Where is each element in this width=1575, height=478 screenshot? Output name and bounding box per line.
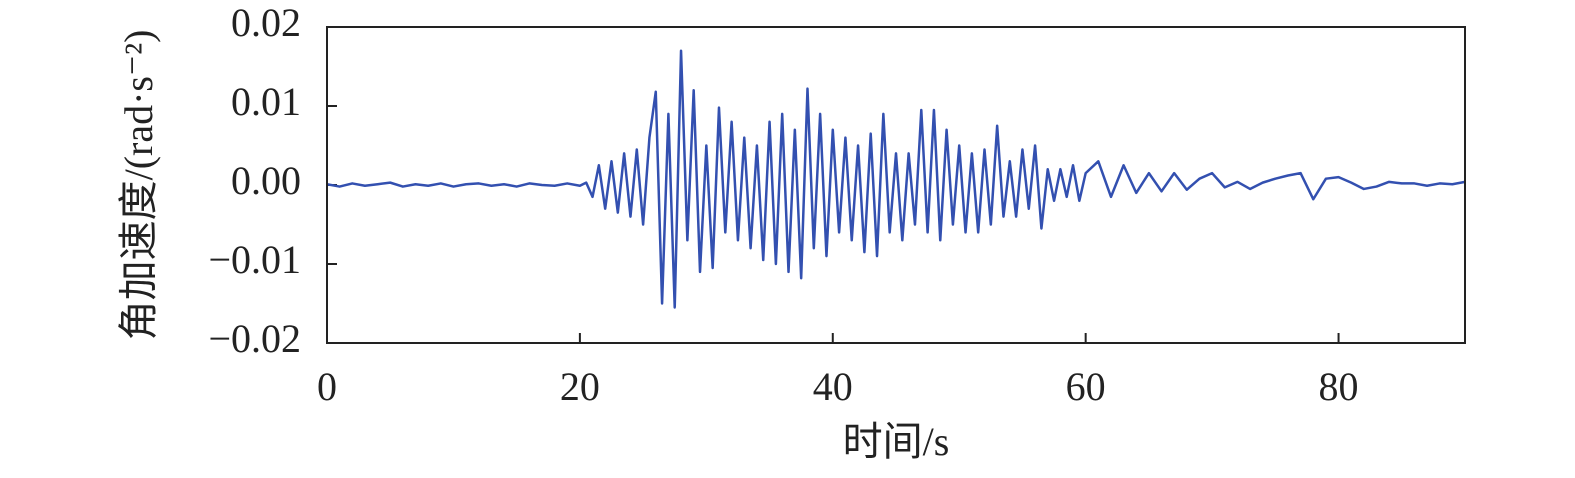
y-tick-label: −0.01 xyxy=(208,237,301,282)
y-axis-label: 角加速度/(rad·s⁻²) xyxy=(116,30,161,341)
data-line xyxy=(326,49,1466,309)
x-axis-label: 时间/s xyxy=(843,419,950,464)
x-tick-label: 40 xyxy=(813,364,853,409)
x-tick-label: 20 xyxy=(560,364,600,409)
y-tick-label: 0.00 xyxy=(231,158,301,203)
x-tick-label: 0 xyxy=(317,364,337,409)
x-tick-label: 60 xyxy=(1066,364,1106,409)
y-tick-label: 0.01 xyxy=(231,79,301,124)
y-tick-label: 0.02 xyxy=(231,0,301,45)
x-tick-label: 80 xyxy=(1319,364,1359,409)
plot-frame xyxy=(326,26,1466,344)
y-tick-label: −0.02 xyxy=(208,316,301,361)
